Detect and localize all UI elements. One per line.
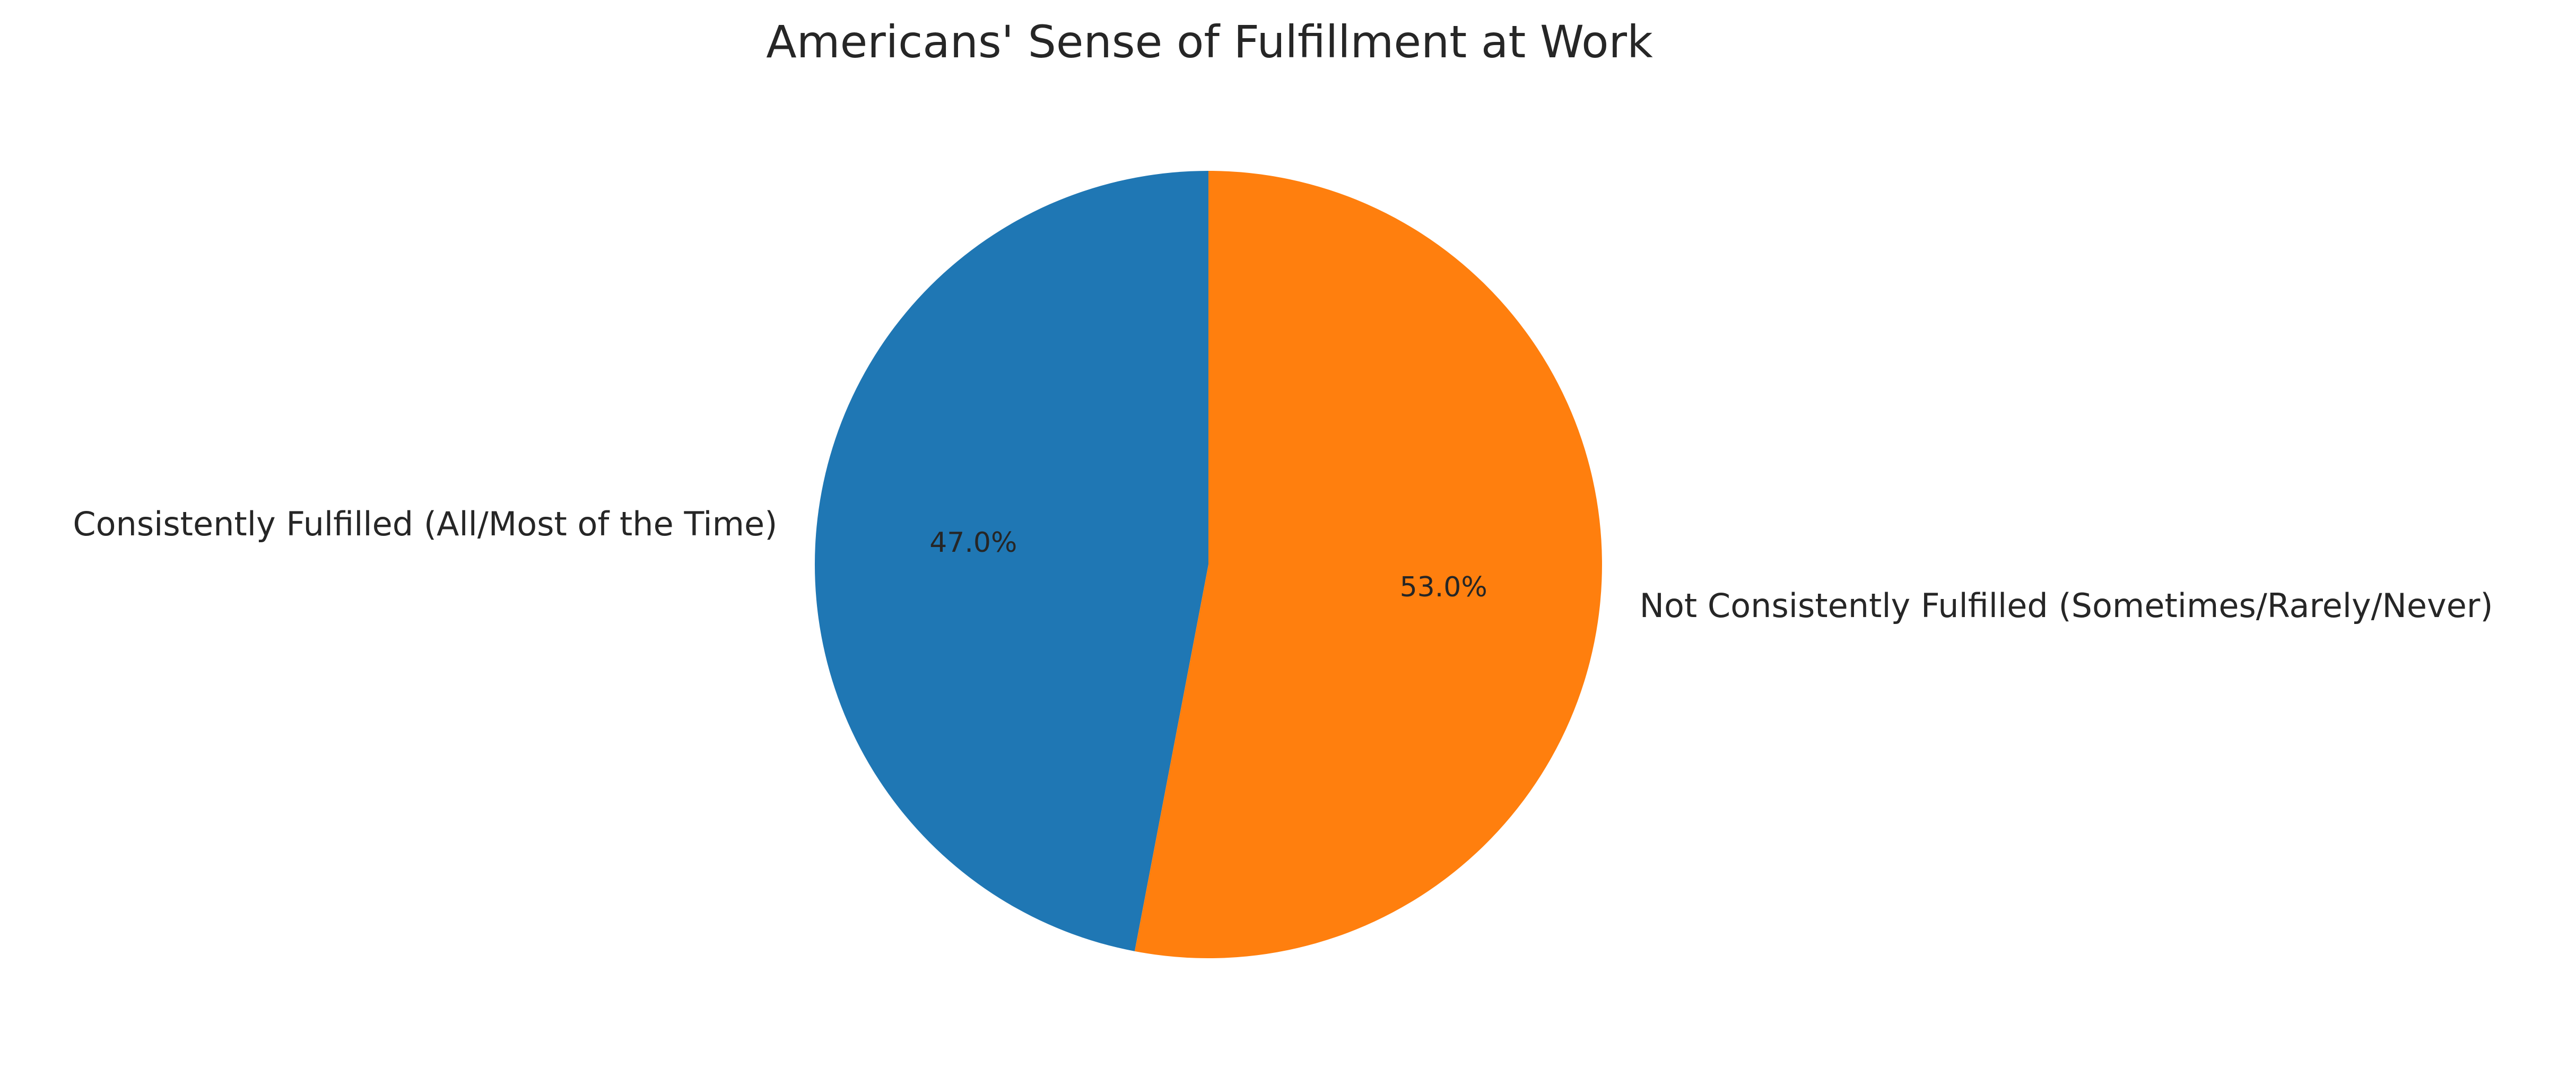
pie-labels: Consistently Fulfilled (All/Most of the … <box>73 505 2493 625</box>
pie-slice-1 <box>814 171 1208 951</box>
chart-title: Americans' Sense of Fulfillment at Work <box>766 16 1653 68</box>
slice-percent-label-1: 47.0% <box>929 527 1017 559</box>
slice-percent-label-2: 53.0% <box>1400 571 1487 603</box>
slice-category-label-2: Not Consistently Fulfilled (Sometimes/Ra… <box>1640 586 2493 625</box>
pie-slice-2 <box>1134 171 1602 958</box>
slice-category-label-1: Consistently Fulfilled (All/Most of the … <box>73 505 777 543</box>
pie-slices <box>814 171 1602 958</box>
